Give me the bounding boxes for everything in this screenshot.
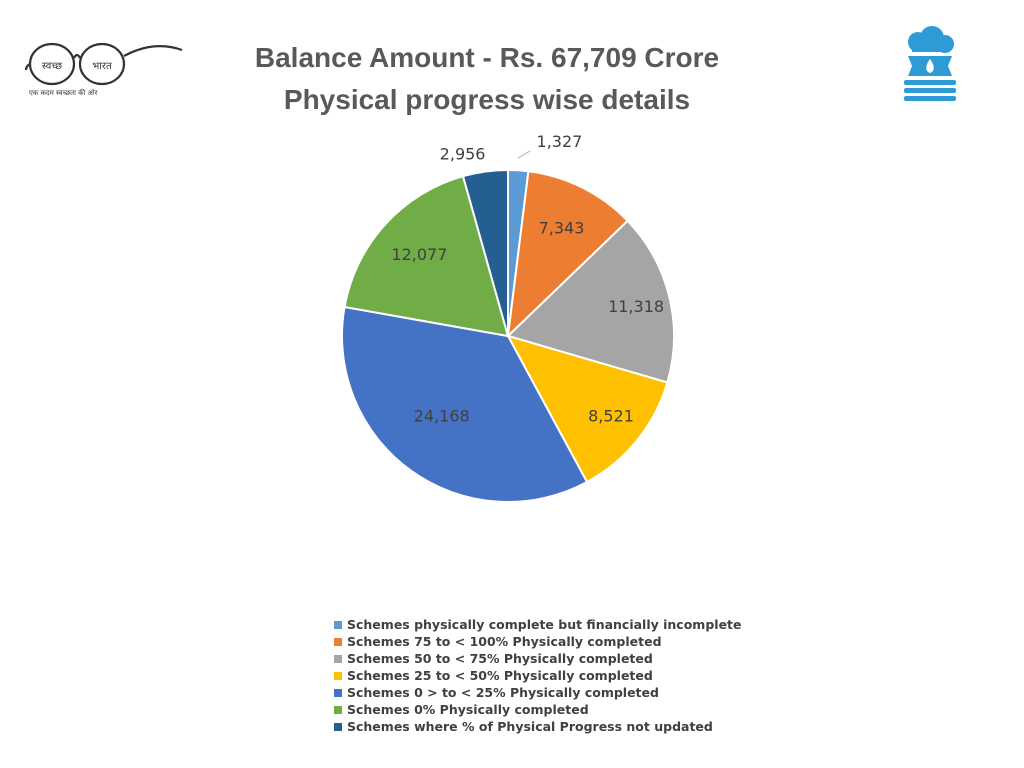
- data-label: 2,956: [440, 144, 486, 163]
- logo-tagline: एक कदम स्वच्छता की ओर: [29, 88, 98, 97]
- leader-line: [517, 150, 531, 159]
- legend-swatch: [334, 654, 342, 663]
- data-label: 8,521: [588, 407, 634, 426]
- legend-label: Schemes where % of Physical Progress not…: [347, 719, 713, 734]
- title-line-2: Physical progress wise details: [283, 84, 691, 115]
- data-labels: 1,327 7,343 11,318 8,521 24,168 12,077 2,956: [391, 132, 664, 426]
- pie-slices: [341, 168, 675, 503]
- pie-slice: [505, 334, 669, 484]
- legend-item: Schemes 0 > to < 25% Physically complete…: [334, 684, 754, 701]
- legend-item: Schemes 50 to < 75% Physically completed: [334, 650, 754, 667]
- legend-item: Schemes 75 to < 100% Physically complete…: [334, 633, 754, 650]
- legend-item: Schemes 25 to < 50% Physically completed: [334, 667, 754, 684]
- legend-label: Schemes 0% Physically completed: [347, 702, 589, 717]
- legend-item: Schemes 0% Physically completed: [334, 701, 754, 718]
- legend-swatch: [334, 637, 342, 646]
- legend-label: Schemes 50 to < 75% Physically completed: [347, 651, 653, 666]
- logo-text-right: भारत: [92, 61, 112, 72]
- legend-label: Schemes 75 to < 100% Physically complete…: [347, 634, 662, 649]
- pie-slice: [341, 305, 589, 503]
- data-label: 24,168: [414, 406, 470, 425]
- legend-item: Schemes where % of Physical Progress not…: [334, 718, 754, 735]
- pie-slice: [506, 170, 630, 339]
- legend-swatch: [334, 688, 342, 697]
- logo-text-left: स्वच्छ: [42, 61, 62, 72]
- pie-slice: [461, 168, 509, 337]
- legend-swatch: [334, 620, 342, 629]
- data-label: 1,327: [537, 132, 583, 151]
- legend: Schemes physically complete but financia…: [334, 616, 754, 735]
- title-line-1: Balance Amount - Rs. 67,709 Crore: [254, 42, 720, 73]
- jal-jeevan-mission-logo: [904, 26, 956, 101]
- data-label: 11,318: [608, 297, 664, 316]
- legend-item: Schemes physically complete but financia…: [334, 616, 754, 633]
- pie-slice: [343, 174, 510, 338]
- swachh-bharat-logo: स्वच्छ भारत एक कदम स्वच्छता की ओर: [24, 42, 183, 97]
- pie-slice: [506, 219, 675, 384]
- legend-label: Schemes physically complete but financia…: [347, 617, 742, 632]
- legend-label: Schemes 25 to < 50% Physically completed: [347, 668, 653, 683]
- legend-swatch: [334, 671, 342, 680]
- data-label: 12,077: [391, 245, 447, 264]
- data-label: 7,343: [539, 219, 585, 238]
- legend-swatch: [334, 705, 342, 714]
- legend-swatch: [334, 722, 342, 731]
- legend-label: Schemes 0 > to < 25% Physically complete…: [347, 685, 659, 700]
